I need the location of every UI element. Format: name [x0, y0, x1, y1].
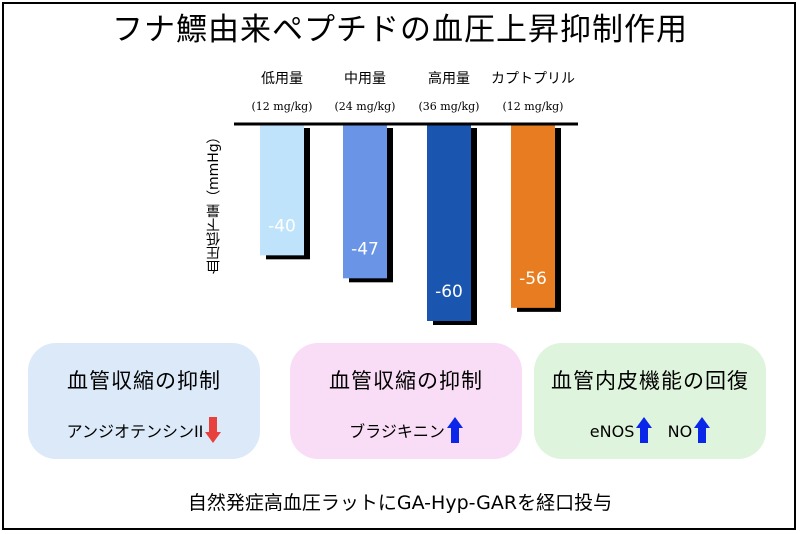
arrow-up-icon: [636, 417, 653, 443]
bar: [343, 124, 387, 279]
card-angiotensin: 血管収縮の抑制 アンジオテンシンII: [28, 343, 260, 459]
bradykinin-label: ブラジキニン: [349, 422, 445, 441]
bar-value-label: -56: [519, 269, 547, 289]
card-title: 血管内皮機能の回復: [551, 369, 749, 393]
bar: [511, 124, 555, 308]
arrow-down-icon: [205, 417, 222, 443]
dose-label: (24 mg/kg): [335, 100, 396, 113]
enos-label: eNOS: [589, 422, 635, 441]
card-effect: ブラジキニン: [290, 417, 522, 443]
bar: [427, 124, 471, 321]
footer-note: 自然発症高血圧ラットにGA-Hyp-GARを経口投与: [187, 492, 613, 514]
bar-value-label: -40: [268, 216, 296, 236]
category-label: 低用量: [261, 71, 303, 87]
dose-label: (36 mg/kg): [419, 100, 480, 113]
dose-label: (12 mg/kg): [252, 100, 313, 113]
bar-value-label: -47: [351, 239, 379, 259]
y-axis-label: 血圧低下量（mmHg）: [206, 129, 222, 275]
arrow-up-icon: [446, 417, 463, 443]
card-effect: eNOS NO: [534, 417, 766, 443]
category-label: カプトプリル: [491, 71, 575, 87]
bar: [260, 124, 304, 256]
card-title: 血管収縮の抑制: [67, 369, 221, 393]
card-bradykinin: 血管収縮の抑制 ブラジキニン: [290, 343, 522, 459]
angiotensin-label: アンジオテンシンII: [66, 422, 204, 441]
figure-title: フナ鰾由来ペプチドの血圧上昇抑制作用: [112, 12, 688, 48]
card-effect: アンジオテンシンII: [28, 417, 260, 443]
no-label: NO: [667, 422, 693, 441]
card-title: 血管収縮の抑制: [329, 369, 483, 393]
bar-value-label: -60: [435, 282, 463, 302]
arrow-up-icon: [694, 417, 711, 443]
dose-label: (12 mg/kg): [503, 100, 564, 113]
card-endothelium: 血管内皮機能の回復 eNOS NO: [534, 343, 766, 459]
category-label: 中用量: [344, 71, 386, 87]
category-label: 高用量: [428, 70, 470, 87]
